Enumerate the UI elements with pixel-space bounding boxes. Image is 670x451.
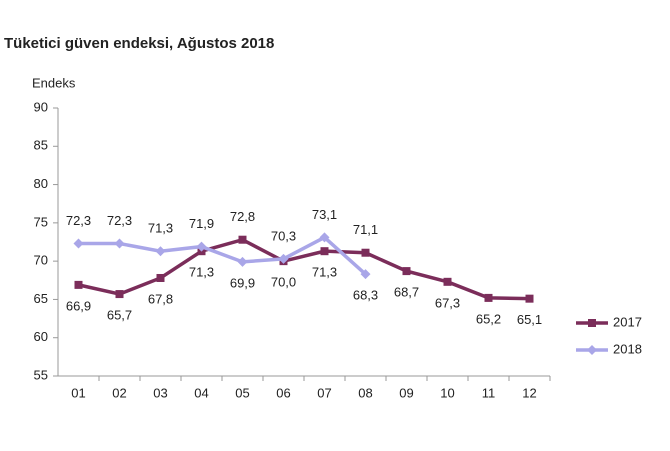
legend-marker (587, 345, 597, 355)
value-label: 65,1 (517, 312, 542, 327)
value-label: 68,3 (353, 288, 378, 303)
x-tick-label: 01 (71, 385, 85, 400)
legend-marker (588, 319, 596, 327)
y-tick-label: 90 (34, 99, 48, 114)
x-tick-label: 04 (194, 385, 208, 400)
x-tick-label: 08 (358, 385, 372, 400)
point-marker (402, 267, 411, 276)
legend-label: 2017 (613, 314, 642, 329)
series-line (78, 237, 530, 301)
value-label: 70,3 (271, 228, 296, 243)
value-label: 71,3 (189, 265, 214, 280)
y-tick-label: 80 (34, 176, 48, 191)
y-axis-label: Endeks (32, 75, 76, 90)
value-label: 71,1 (353, 222, 378, 237)
x-tick-label: 05 (235, 385, 249, 400)
point-marker (155, 246, 166, 257)
value-label: 72,3 (66, 213, 91, 228)
y-tick-label: 60 (34, 329, 48, 344)
y-tick-label: 55 (34, 367, 48, 382)
point-marker (156, 273, 165, 282)
value-label: 72,8 (230, 209, 255, 224)
x-tick-label: 09 (399, 385, 413, 400)
point-marker (237, 256, 248, 267)
value-label: 67,8 (148, 291, 173, 306)
y-tick-label: 75 (34, 214, 48, 229)
value-label: 65,2 (476, 311, 501, 326)
value-label: 71,3 (148, 221, 173, 236)
point-marker (74, 280, 83, 289)
value-label: 71,3 (312, 265, 337, 280)
point-marker (525, 294, 534, 303)
chart-title: Tüketici güven endeksi, Ağustos 2018 (4, 35, 274, 52)
x-tick-label: 12 (522, 385, 536, 400)
y-tick-label: 85 (34, 138, 48, 153)
value-label: 65,7 (107, 308, 132, 323)
value-label: 70,0 (271, 275, 296, 290)
value-label: 68,7 (394, 285, 419, 300)
point-marker (319, 232, 330, 243)
point-marker (73, 238, 84, 249)
point-marker (278, 253, 289, 264)
point-marker (360, 269, 371, 280)
y-tick-label: 70 (34, 253, 48, 268)
point-marker (320, 247, 329, 256)
x-tick-label: 03 (153, 385, 167, 400)
x-tick-label: 10 (440, 385, 454, 400)
x-tick-label: 02 (112, 385, 126, 400)
point-marker (114, 238, 125, 249)
x-tick-label: 07 (317, 385, 331, 400)
value-label: 71,9 (189, 216, 214, 231)
point-marker (238, 235, 247, 244)
value-label: 69,9 (230, 275, 255, 290)
value-label: 67,3 (435, 295, 460, 310)
point-marker (196, 241, 207, 252)
y-tick-label: 65 (34, 291, 48, 306)
point-marker (361, 248, 370, 257)
point-marker (115, 290, 124, 299)
value-label: 72,3 (107, 213, 132, 228)
x-tick-label: 11 (482, 385, 496, 400)
x-tick-label: 06 (276, 385, 290, 400)
value-label: 73,1 (312, 207, 337, 222)
point-marker (484, 293, 493, 302)
point-marker (443, 277, 452, 286)
legend-label: 2018 (613, 341, 642, 356)
series-line (78, 235, 367, 276)
value-label: 66,9 (66, 298, 91, 313)
